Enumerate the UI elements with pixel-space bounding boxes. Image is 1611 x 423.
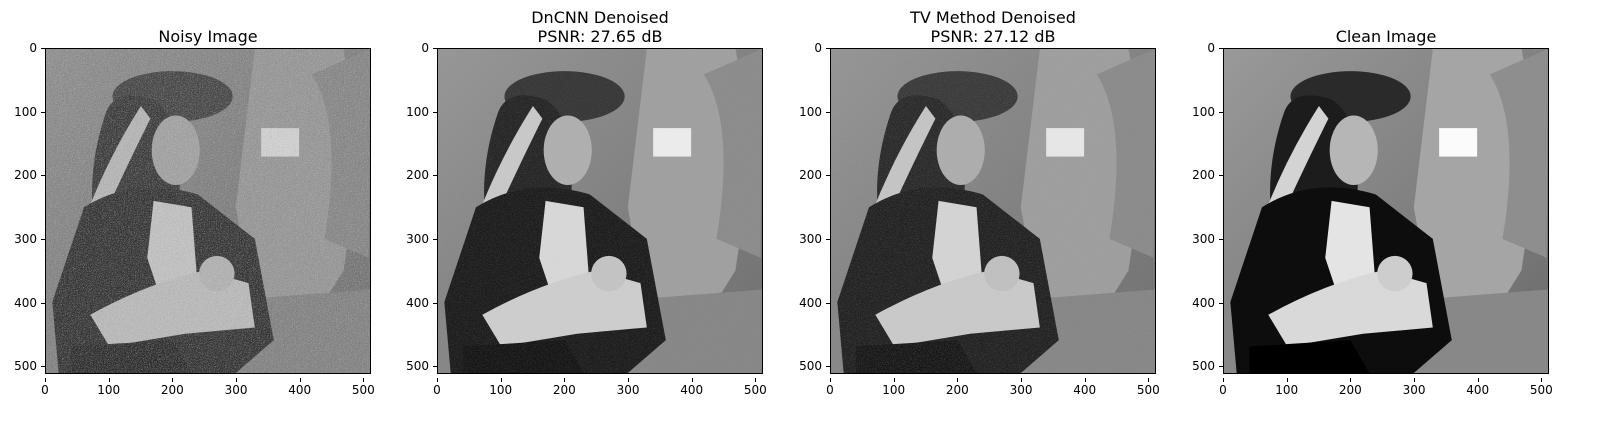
x-tick-label: 200 [544,383,584,397]
panel-title-line: Clean Image [1223,27,1549,46]
x-tick-label: 0 [1203,383,1243,397]
y-tick-label: 300 [393,232,429,246]
panel-title: Noisy Image [45,27,371,46]
image-frame [45,48,371,374]
x-tick-label: 0 [810,383,850,397]
panel-title-line: Noisy Image [45,27,371,46]
image-frame [1223,48,1549,374]
panel-title: Clean Image [1223,27,1549,46]
x-tick-label: 0 [417,383,457,397]
x-tick-label: 200 [1330,383,1370,397]
panel-tv: TV Method Denoised PSNR: 27.12 dB [815,0,1205,423]
y-tick-label: 0 [1179,41,1215,55]
y-tick-label: 500 [1,359,37,373]
photo-image [438,49,762,373]
x-tick-label: 500 [735,383,775,397]
photo-image [1224,49,1548,373]
y-tick-label: 300 [1179,232,1215,246]
y-tick-label: 100 [1179,105,1215,119]
photo-image [46,49,370,373]
photo-image [831,49,1155,373]
x-tick-label: 200 [937,383,977,397]
panel-dncnn: DnCNN Denoised PSNR: 27.65 dB [422,0,812,423]
y-tick-label: 100 [393,105,429,119]
y-tick-label: 300 [1,232,37,246]
y-tick-label: 400 [1,296,37,310]
x-tick-label: 100 [89,383,129,397]
x-tick-label: 300 [216,383,256,397]
y-tick-label: 500 [1179,359,1215,373]
y-tick-label: 200 [1179,168,1215,182]
y-tick-label: 400 [786,296,822,310]
x-tick-label: 300 [1394,383,1434,397]
y-tick-label: 0 [1,41,37,55]
image-frame [437,48,763,374]
y-tick-label: 200 [786,168,822,182]
y-tick-label: 500 [786,359,822,373]
x-tick-label: 500 [1521,383,1561,397]
panel-title: TV Method Denoised PSNR: 27.12 dB [830,8,1156,46]
x-tick-label: 0 [25,383,65,397]
panel-title-line: PSNR: 27.65 dB [437,27,763,46]
panel-title-line: TV Method Denoised [830,8,1156,27]
y-tick-label: 300 [786,232,822,246]
x-tick-label: 200 [152,383,192,397]
x-tick-label: 400 [1065,383,1105,397]
y-tick-label: 500 [393,359,429,373]
x-tick-label: 300 [1001,383,1041,397]
x-tick-label: 400 [280,383,320,397]
x-tick-label: 100 [874,383,914,397]
x-tick-label: 500 [1128,383,1168,397]
x-tick-label: 100 [481,383,521,397]
y-tick-label: 400 [393,296,429,310]
y-tick-label: 200 [393,168,429,182]
x-tick-label: 400 [672,383,712,397]
x-tick-label: 300 [608,383,648,397]
panel-title-line: DnCNN Denoised [437,8,763,27]
y-tick-label: 100 [786,105,822,119]
panel-title: DnCNN Denoised PSNR: 27.65 dB [437,8,763,46]
panel-clean: Clean Image [1208,0,1598,423]
y-tick-label: 0 [786,41,822,55]
image-frame [830,48,1156,374]
x-tick-label: 500 [343,383,383,397]
y-tick-label: 100 [1,105,37,119]
y-tick-label: 0 [393,41,429,55]
y-tick-label: 400 [1179,296,1215,310]
panel-noisy: Noisy Image [30,0,420,423]
panel-title-line: PSNR: 27.12 dB [830,27,1156,46]
x-tick-label: 100 [1267,383,1307,397]
x-tick-label: 400 [1458,383,1498,397]
y-tick-label: 200 [1,168,37,182]
